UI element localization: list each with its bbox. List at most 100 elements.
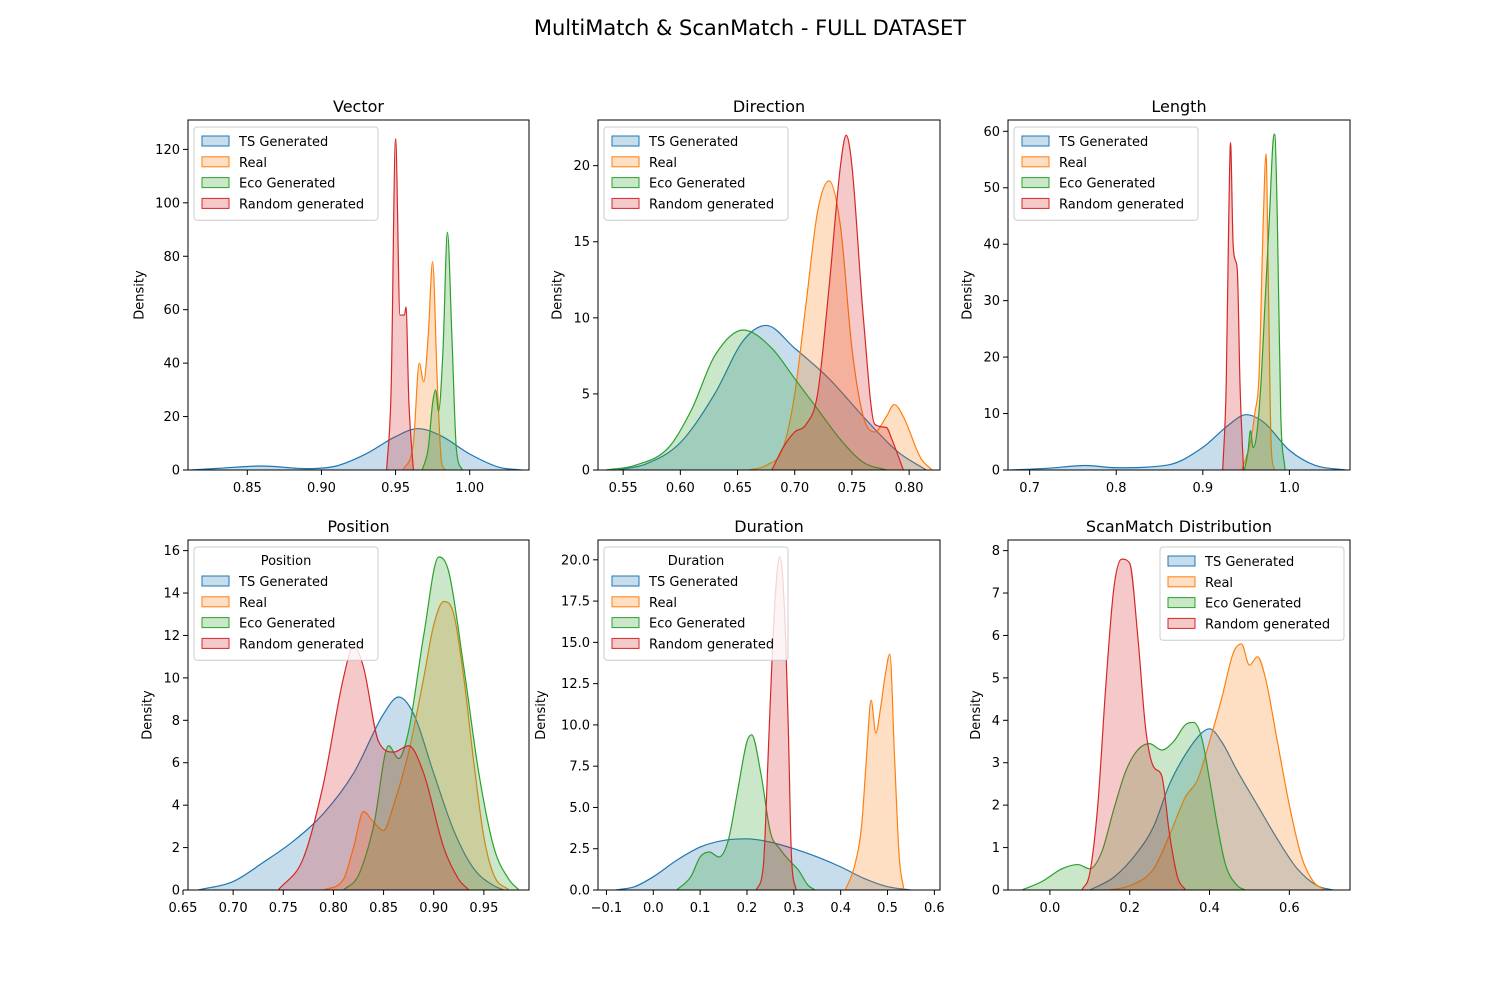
legend-item-random-generated: Random generated: [1167, 617, 1330, 632]
y-tick-label: 2: [992, 799, 1000, 814]
y-tick-label: 14: [163, 587, 180, 602]
kde-line-ts-generated: [190, 427, 522, 470]
kde-fill-real: [845, 653, 904, 890]
kde-line-real: [844, 653, 905, 890]
y-tick-label: 80: [163, 250, 180, 265]
legend-swatch: [1021, 135, 1050, 147]
legend-item-ts-generated: TS Generated: [1167, 555, 1294, 570]
y-tick-label: 1: [992, 841, 1000, 856]
legend-swatch: [611, 197, 640, 209]
x-tick-label: 0.5: [877, 901, 898, 916]
y-tick-label: 100: [155, 196, 180, 211]
legend-label: Random generated: [649, 197, 774, 212]
y-tick-label: 0: [992, 464, 1000, 479]
legend-item-ts-generated: TS Generated: [201, 135, 328, 150]
kde-line-random-generated: [1081, 558, 1187, 890]
plot-area: [1010, 133, 1346, 470]
y-tick-label: 0: [582, 464, 590, 479]
x-tick-label: 0.6: [1279, 901, 1300, 916]
kde-fill-random-generated: [278, 646, 469, 890]
legend-swatch: [1021, 197, 1050, 209]
kde-line-random-generated: [386, 138, 414, 470]
panel-duration: −0.1 0.0 0.1 0.2 0.3 0.4 0.5 0.60.02.55.07.510.…: [534, 517, 945, 916]
kde-line-random-generated: [277, 645, 470, 890]
legend: Position TS Generated Real Eco Generated Ran…: [193, 546, 379, 661]
x-tick-label: 0.3: [783, 901, 804, 916]
legend-swatch: [611, 637, 640, 649]
legend-swatch: [1167, 617, 1196, 629]
legend-label: Real: [1059, 156, 1087, 171]
legend-item-ts-generated: TS Generated: [1021, 135, 1148, 150]
axes-title: Position: [327, 517, 389, 536]
legend-label: Real: [1205, 576, 1233, 591]
y-axis-label: Density: [969, 690, 984, 740]
legend-label: Real: [649, 156, 677, 171]
x-tick-label: 0.65: [723, 481, 752, 496]
legend-swatch: [201, 156, 230, 168]
y-tick-label: 5: [992, 671, 1000, 686]
legend-item-random-generated: Random generated: [611, 637, 774, 652]
legend-frame: [1159, 546, 1345, 641]
x-tick-label: 0.80: [895, 481, 924, 496]
legend-item-random-generated: Random generated: [201, 637, 364, 652]
x-tick-label: 0.85: [369, 901, 398, 916]
kde-line-eco-generated: [1021, 721, 1246, 890]
y-axis-label: Density: [132, 270, 147, 320]
y-tick-label: 0: [172, 464, 180, 479]
kde-line-real: [1109, 643, 1326, 890]
axes-frame: [597, 539, 941, 891]
kde-fill-ts-generated: [190, 428, 522, 470]
legend-item-ts-generated: TS Generated: [611, 575, 738, 590]
kde-line-real: [323, 600, 510, 890]
legend-item-eco-generated: Eco Generated: [611, 177, 745, 192]
plot-area: [190, 138, 522, 470]
x-tick-label: 0.90: [419, 901, 448, 916]
legend-label: TS Generated: [238, 575, 328, 590]
x-tick-label: 0.60: [666, 481, 695, 496]
y-tick-label: 7.5: [569, 760, 590, 775]
y-tick-label: 15: [573, 235, 590, 250]
y-tick-label: 50: [983, 181, 1000, 196]
legend-swatch: [201, 637, 230, 649]
legend-label: Eco Generated: [1205, 597, 1301, 612]
y-tick-label: 15.0: [561, 636, 590, 651]
legend-swatch: [201, 596, 230, 608]
legend-swatch: [201, 197, 230, 209]
kde-line-eco-generated: [676, 734, 816, 890]
x-tick-label: 0.75: [837, 481, 866, 496]
legend-label: TS Generated: [238, 135, 328, 150]
plot-area: [197, 556, 520, 890]
legend-item-real: Real: [1021, 156, 1087, 171]
axes-frame: [187, 539, 530, 891]
legend: TS Generated Real Eco Generated Random gene…: [1159, 546, 1345, 641]
legend-title: Duration: [668, 554, 724, 569]
y-tick-label: 7: [992, 587, 1000, 602]
kde-fill-eco-generated: [1021, 722, 1246, 890]
x-tick-label: 0.65: [169, 901, 198, 916]
legend-label: Random generated: [239, 197, 364, 212]
y-tick-label: 10: [163, 671, 180, 686]
kde-fill-random-generated: [1081, 559, 1186, 890]
kde-line-random-generated: [771, 134, 904, 470]
kde-fill-real: [1241, 153, 1275, 470]
panel-position: 0.65 0.70 0.75 0.80 0.85 0.90 0.95 0 2 4 6 8 10 12 14 1…: [141, 517, 530, 916]
legend-swatch: [611, 177, 640, 189]
y-tick-label: 120: [155, 143, 180, 158]
y-tick-label: 40: [983, 238, 1000, 253]
legend: TS Generated Real Eco Generated Random gene…: [1013, 126, 1199, 221]
y-tick-label: 60: [163, 303, 180, 318]
legend-item-real: Real: [611, 596, 677, 611]
kde-line-ts-generated: [1010, 414, 1346, 470]
y-axis-label: Density: [551, 270, 566, 320]
x-tick-label: 0.9: [1192, 481, 1213, 496]
legend-item-real: Real: [201, 156, 267, 171]
x-tick-label: 0.95: [381, 481, 410, 496]
legend-label: TS Generated: [1058, 135, 1148, 150]
legend-label: Real: [649, 596, 677, 611]
legend-label: Eco Generated: [1059, 177, 1155, 192]
y-tick-label: 16: [163, 544, 180, 559]
y-tick-label: 5.0: [569, 801, 590, 816]
x-tick-label: 0.95: [469, 901, 498, 916]
x-tick-label: 0.7: [1019, 481, 1040, 496]
